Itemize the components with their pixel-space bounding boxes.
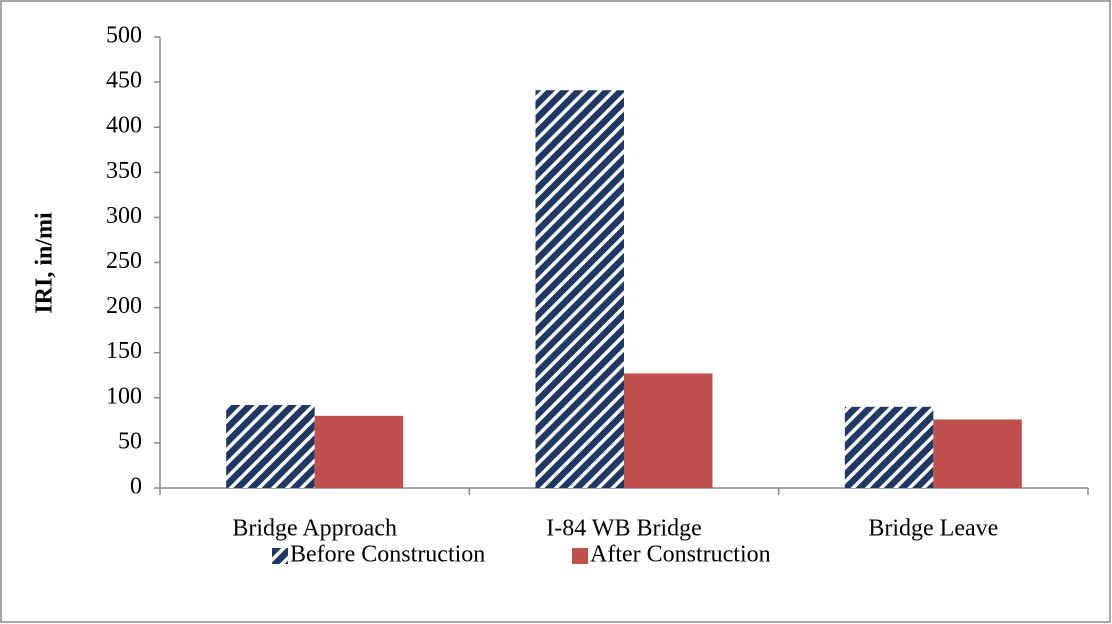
y-tick-label: 350 — [106, 158, 142, 184]
legend-label: After Construction — [590, 542, 771, 568]
x-tick-label: I-84 WB Bridge — [546, 516, 702, 542]
y-tick-label: 0 — [130, 474, 142, 500]
bar — [226, 405, 315, 488]
bar — [314, 415, 404, 488]
y-tick-label: 400 — [106, 113, 142, 139]
y-tick-label: 50 — [118, 428, 142, 454]
bar — [844, 406, 934, 488]
legend-swatch — [272, 548, 288, 564]
legend-swatch — [572, 548, 588, 564]
bar — [624, 373, 713, 488]
x-tick-label: Bridge Leave — [868, 516, 998, 542]
x-tick-label: Bridge Approach — [232, 516, 397, 542]
bar — [535, 90, 624, 488]
bar — [933, 419, 1022, 488]
y-tick-label: 250 — [106, 248, 142, 274]
y-tick-label: 200 — [106, 293, 142, 319]
legend-label: Before Construction — [290, 542, 485, 568]
y-tick-label: 100 — [106, 383, 142, 409]
y-tick-label: 500 — [106, 23, 142, 49]
y-tick-label: 450 — [106, 68, 142, 94]
y-tick-label: 150 — [106, 338, 142, 364]
y-axis-label: IRI, in/mi — [32, 212, 58, 314]
y-tick-label: 300 — [106, 203, 142, 229]
